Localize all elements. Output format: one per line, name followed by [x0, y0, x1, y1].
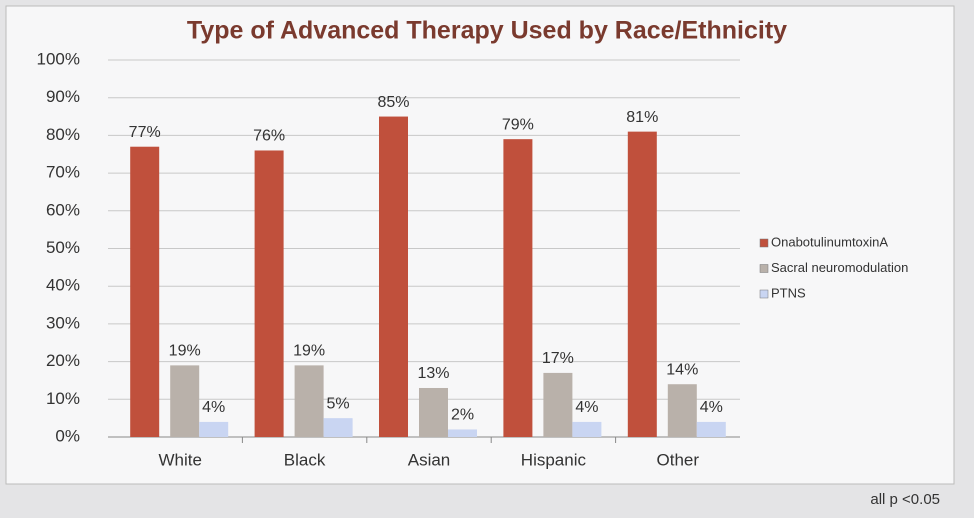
value-label: 81% [626, 109, 658, 126]
legend-label: Sacral neuromodulation [771, 260, 908, 275]
value-label: 19% [293, 343, 325, 360]
x-tick-label: Black [284, 450, 326, 469]
y-tick-label: 100% [37, 49, 80, 68]
legend-label: PTNS [771, 285, 806, 300]
bar [294, 365, 324, 437]
value-label: 19% [169, 343, 201, 360]
value-label: 79% [502, 116, 534, 133]
slide [5, 5, 955, 485]
y-tick-label: 40% [46, 276, 80, 295]
bar [572, 421, 602, 437]
value-label: 2% [451, 407, 474, 424]
bar [448, 429, 477, 437]
value-label: 77% [129, 124, 161, 141]
y-tick-label: 70% [46, 163, 80, 182]
bar [323, 418, 353, 437]
value-label: 4% [202, 399, 225, 416]
y-tick-label: 10% [46, 389, 80, 408]
bar [503, 139, 533, 438]
bar [419, 387, 448, 437]
bar [254, 150, 284, 438]
bar [379, 116, 408, 438]
value-label: 4% [575, 399, 598, 416]
bar [627, 131, 657, 437]
legend-swatch [759, 264, 769, 273]
value-label: 76% [253, 128, 285, 145]
y-tick-label: 50% [46, 238, 80, 257]
bar [170, 365, 200, 437]
y-tick-label: 30% [46, 313, 80, 332]
value-label: 5% [327, 395, 350, 412]
legend-label: OnabotulinumtoxinA [771, 234, 888, 249]
footnote: all p <0.05 [870, 491, 940, 508]
y-tick-label: 90% [46, 87, 80, 106]
x-tick-label: Hispanic [521, 450, 587, 469]
y-tick-label: 60% [46, 200, 80, 219]
bar [696, 421, 726, 437]
bar [199, 421, 229, 437]
value-label: 85% [377, 94, 409, 111]
chart-title: Type of Advanced Therapy Used by Race/Et… [187, 17, 787, 45]
y-tick-label: 0% [55, 426, 80, 445]
x-tick-label: White [158, 450, 201, 469]
x-tick-label: Other [657, 450, 700, 469]
y-tick-label: 20% [46, 351, 80, 370]
bar [130, 146, 160, 437]
bar [543, 372, 573, 437]
legend-swatch [759, 238, 769, 248]
legend-swatch [759, 289, 769, 299]
value-label: 17% [542, 350, 574, 367]
value-label: 4% [700, 399, 723, 416]
value-label: 13% [417, 365, 449, 382]
y-tick-label: 80% [46, 125, 80, 144]
x-tick-label: Asian [408, 450, 451, 469]
bar [667, 384, 697, 437]
value-label: 14% [666, 361, 698, 378]
